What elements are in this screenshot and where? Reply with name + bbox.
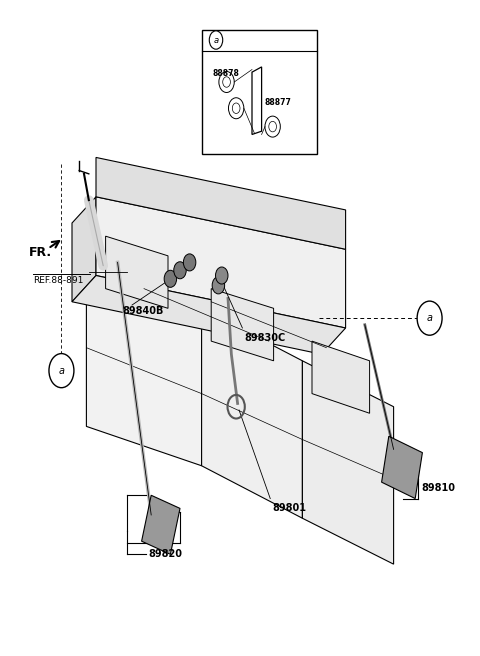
Polygon shape — [202, 308, 302, 518]
Text: a: a — [214, 35, 218, 45]
Text: REF.88-891: REF.88-891 — [33, 276, 83, 285]
Circle shape — [212, 277, 225, 294]
Circle shape — [49, 354, 74, 388]
Text: a: a — [59, 365, 64, 376]
Polygon shape — [211, 289, 274, 361]
Polygon shape — [106, 236, 168, 308]
Polygon shape — [96, 157, 346, 249]
Circle shape — [265, 116, 280, 137]
Polygon shape — [382, 436, 422, 499]
Text: 89810: 89810 — [421, 483, 456, 493]
Polygon shape — [302, 361, 394, 564]
Text: 88877: 88877 — [265, 98, 292, 108]
Circle shape — [174, 262, 186, 279]
Circle shape — [164, 270, 177, 287]
Text: 89830C: 89830C — [245, 333, 286, 342]
Circle shape — [183, 254, 196, 271]
Polygon shape — [312, 341, 370, 413]
Bar — [202, 30, 317, 154]
Polygon shape — [72, 276, 346, 354]
Polygon shape — [72, 197, 96, 302]
Circle shape — [228, 98, 244, 119]
Circle shape — [219, 72, 234, 92]
Circle shape — [216, 267, 228, 284]
Text: a: a — [427, 313, 432, 323]
Polygon shape — [86, 256, 202, 466]
Circle shape — [209, 31, 223, 49]
Text: 89801: 89801 — [273, 503, 307, 513]
Circle shape — [417, 301, 442, 335]
Polygon shape — [142, 495, 180, 554]
Text: 89820: 89820 — [149, 549, 182, 559]
Polygon shape — [96, 197, 346, 328]
Text: 88878: 88878 — [212, 69, 239, 78]
Text: 89840B: 89840B — [122, 306, 164, 316]
Text: FR.: FR. — [29, 246, 52, 259]
